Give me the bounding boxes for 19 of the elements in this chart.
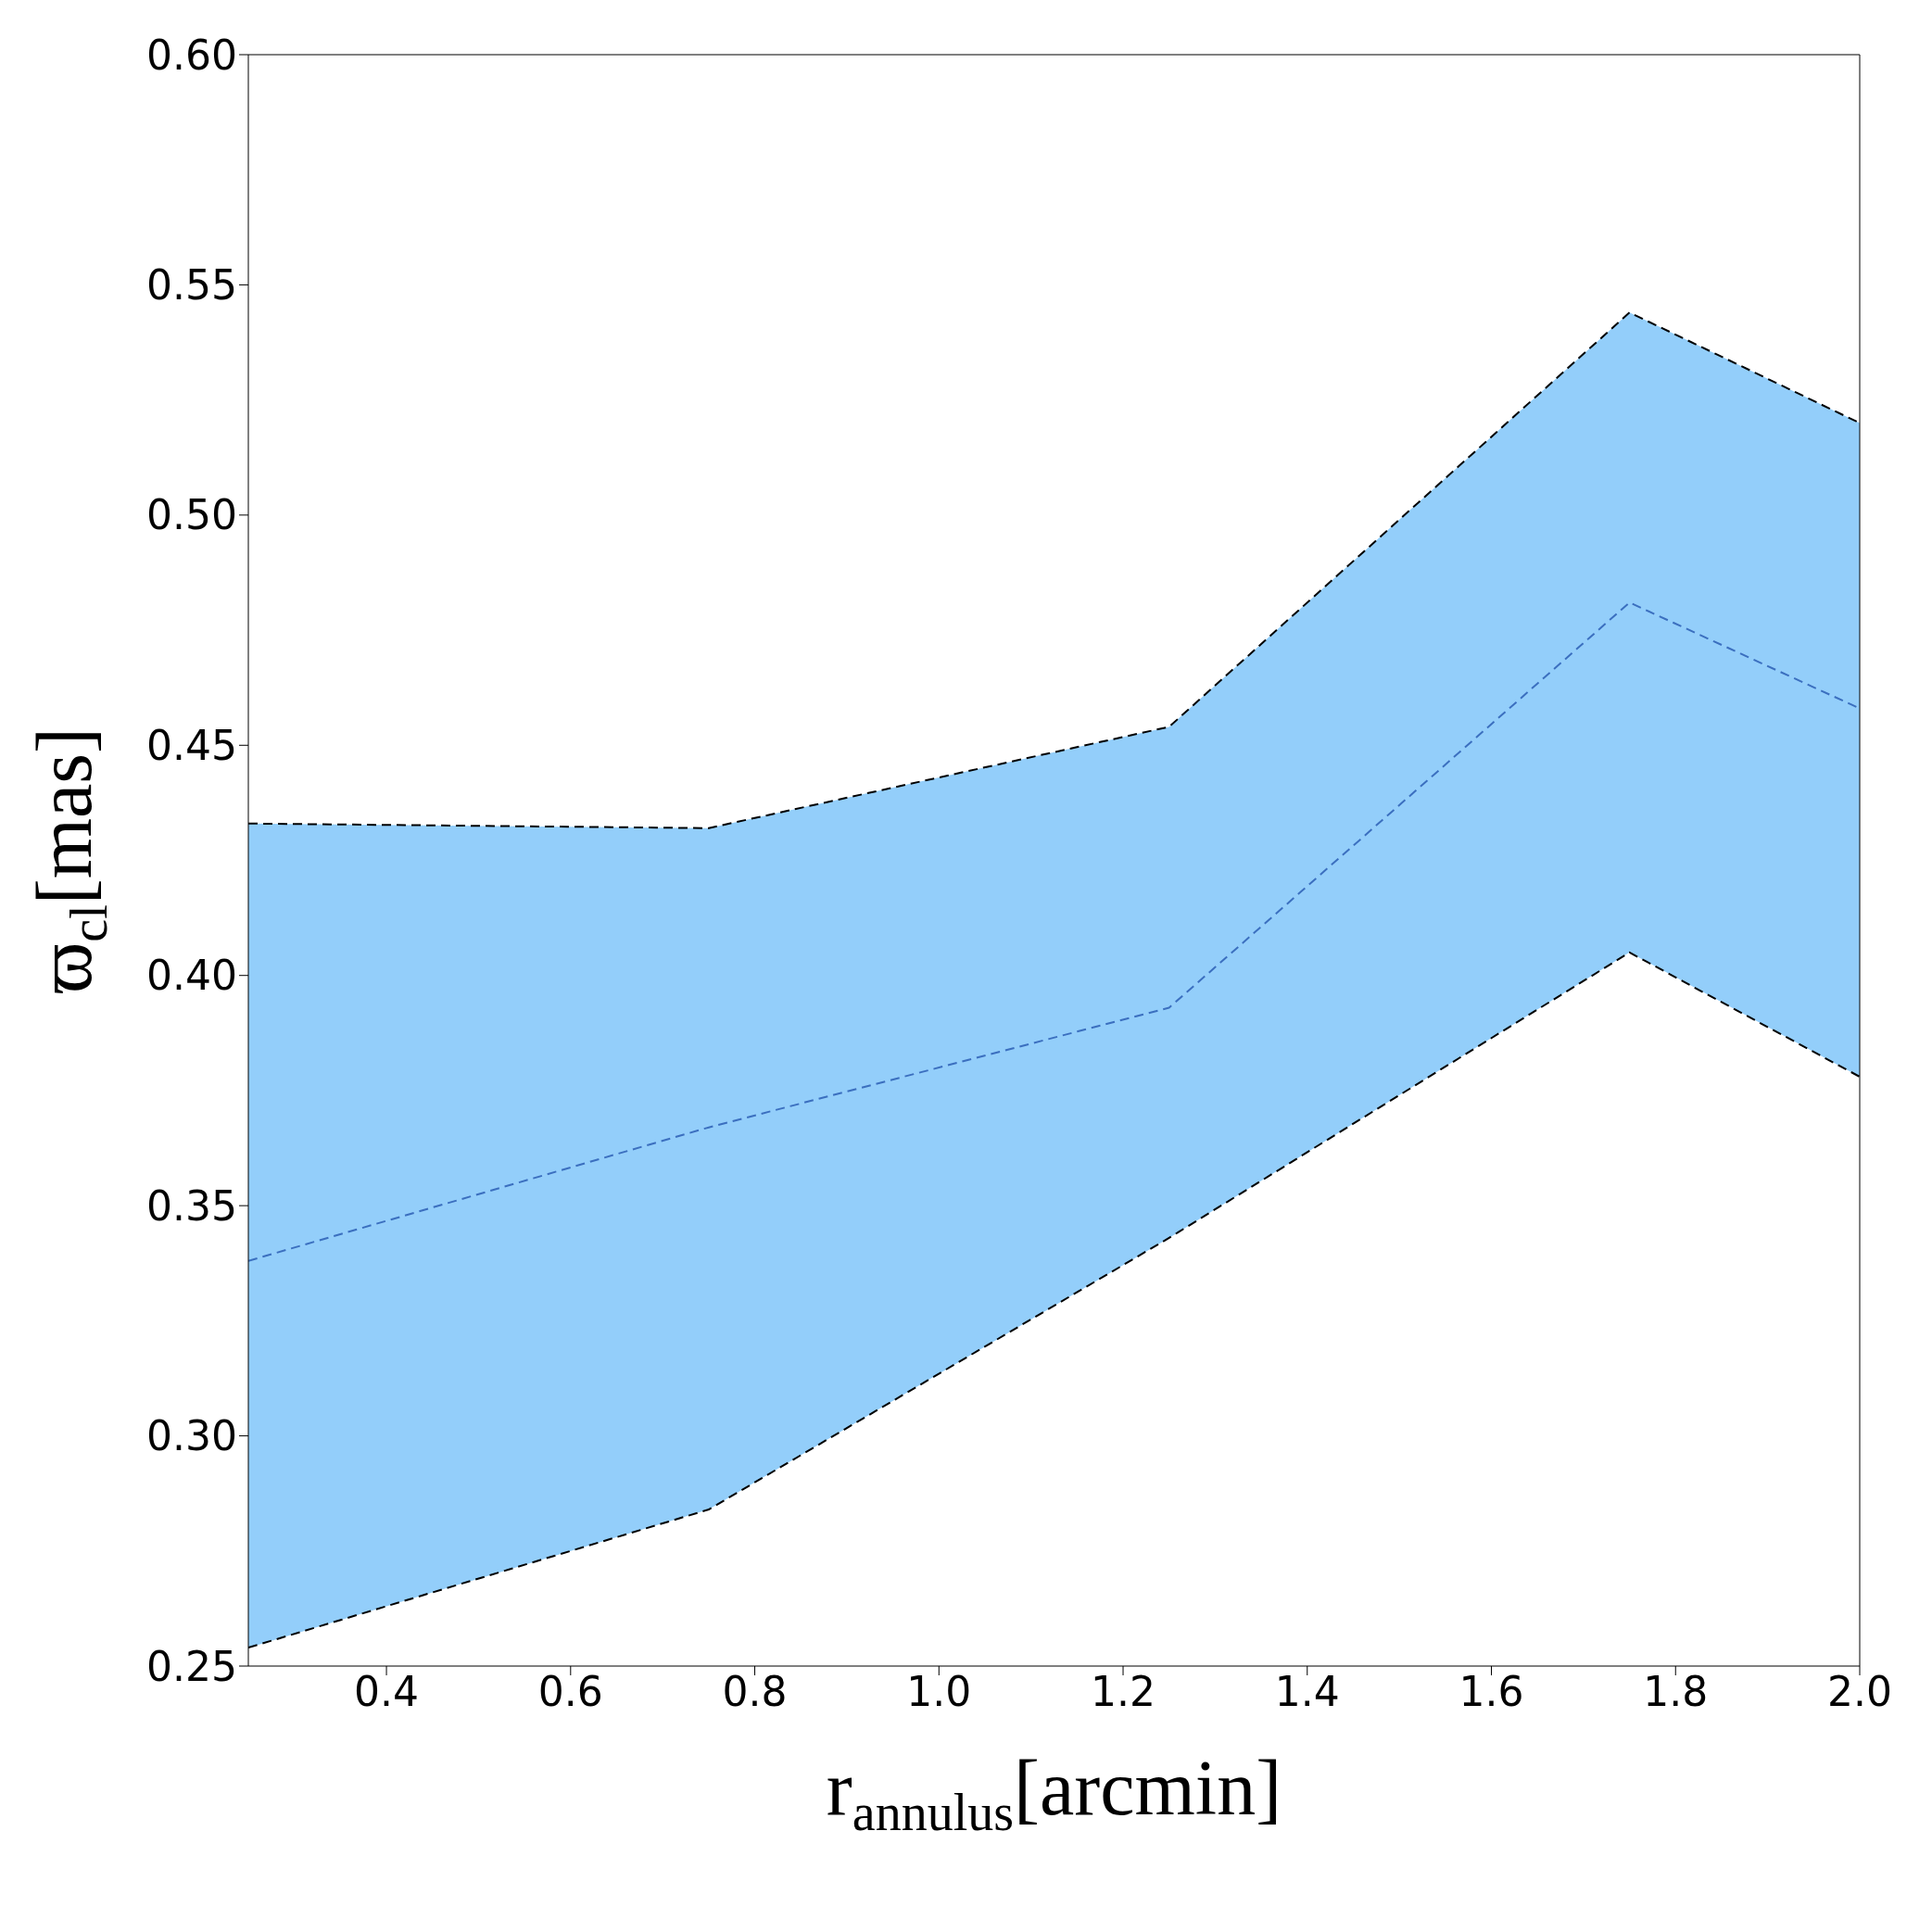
x-axis-title: r$_{annulus}$[arcmin]: [826, 1745, 1282, 1841]
y-tick-label: 0.25: [146, 1642, 237, 1690]
y-tick-label: 0.40: [146, 952, 237, 1000]
y-tick-label: 0.55: [146, 261, 237, 309]
y-tick-label: 0.60: [146, 31, 237, 79]
x-tick-label: 0.4: [354, 1668, 420, 1716]
x-tick-label: 0.6: [537, 1668, 603, 1716]
x-tick-label: 1.2: [1091, 1668, 1156, 1716]
x-tick-label: 1.6: [1458, 1668, 1524, 1716]
x-tick-label: 2.0: [1827, 1668, 1892, 1716]
y-tick-label: 0.50: [146, 491, 237, 539]
x-tick-label: 0.8: [722, 1668, 788, 1716]
y-tick-label: 0.35: [146, 1181, 237, 1230]
line-series: [248, 601, 1860, 1262]
y-tick-label: 0.45: [146, 721, 237, 769]
x-tick-label: 1.4: [1274, 1668, 1340, 1716]
x-tick-label: 1.8: [1643, 1668, 1709, 1716]
x-tick-label: 1.0: [906, 1668, 972, 1716]
y-tick-label: 0.30: [146, 1412, 237, 1460]
